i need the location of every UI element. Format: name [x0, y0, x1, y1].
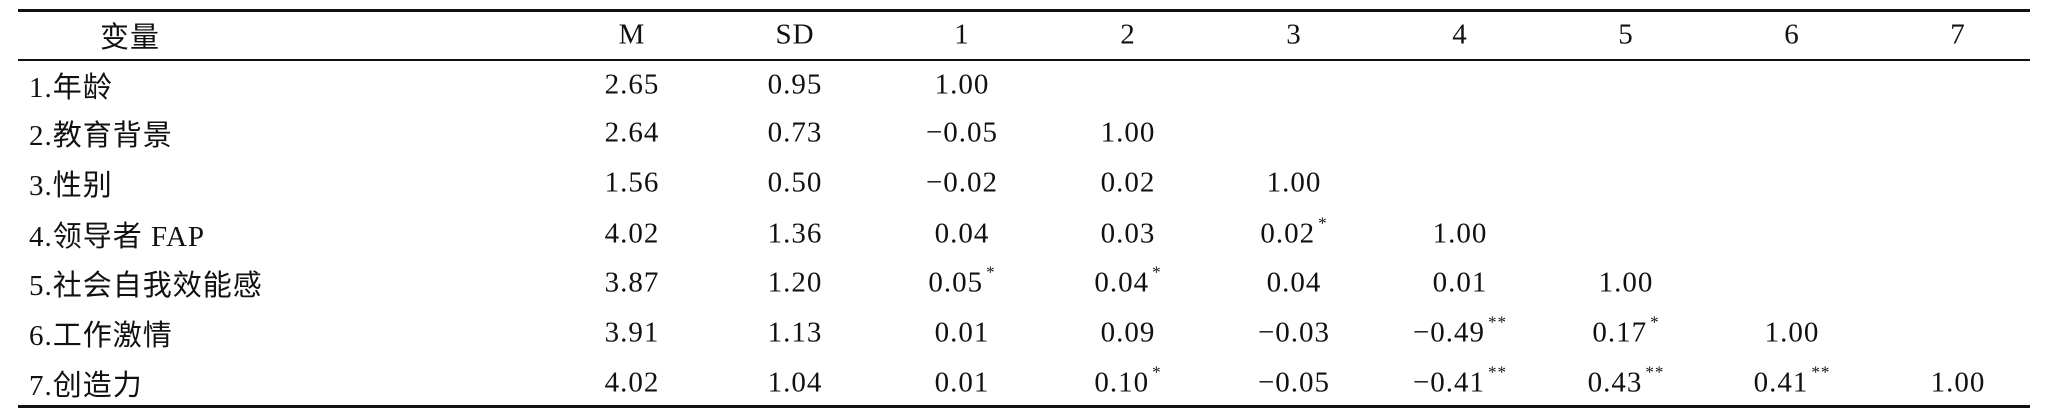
column-header: 1 — [954, 18, 970, 51]
table-cell: 0.05 * — [928, 263, 995, 300]
table-cell: 1.00 — [1598, 266, 1654, 299]
table-cell: 0.01 — [934, 366, 990, 399]
table-cell: −0.02 — [925, 166, 999, 199]
column-header: M — [618, 18, 646, 51]
cell-value: 0.05 — [928, 266, 984, 299]
column-header: SD — [775, 18, 815, 51]
significance: * — [1152, 262, 1162, 282]
table-cell: 1.00 — [934, 68, 990, 101]
table-cell: 1.36 — [767, 217, 823, 250]
header-rule — [18, 59, 2030, 61]
column-header: 3 — [1286, 18, 1302, 51]
table-cell: 0.04 * — [1094, 263, 1161, 300]
significance: ** — [1645, 362, 1665, 382]
row-label: 7.创造力 — [29, 370, 143, 402]
cell-value: 0.04 — [1094, 266, 1150, 299]
table-cell: 0.95 — [767, 68, 823, 101]
cell-value: 0.41 — [1753, 366, 1809, 399]
table-cell: 4.02 — [604, 366, 660, 399]
bottom-rule — [18, 405, 2030, 408]
top-rule — [18, 9, 2030, 12]
table-cell: −0.49 ** — [1412, 313, 1507, 350]
table-cell: 0.09 — [1100, 316, 1156, 349]
table-cell: 0.17 * — [1592, 313, 1659, 350]
table-cell: 0.01 — [1432, 266, 1488, 299]
table-cell: 1.00 — [1266, 166, 1322, 199]
column-header: 4 — [1452, 18, 1468, 51]
row-label: 4.领导者 FAP — [29, 221, 206, 253]
table-cell: −0.05 — [925, 116, 999, 149]
significance: * — [1152, 362, 1162, 382]
significance: ** — [1488, 312, 1508, 332]
row-label: 3.性别 — [29, 170, 113, 202]
column-header: 5 — [1618, 18, 1634, 51]
column-header: 7 — [1950, 18, 1966, 51]
table-cell: 2.64 — [604, 116, 660, 149]
table-cell: 3.91 — [604, 316, 660, 349]
table-cell: 1.00 — [1100, 116, 1156, 149]
cell-value: 0.10 — [1094, 366, 1150, 399]
row-label: 6.工作激情 — [29, 320, 173, 352]
significance: * — [1650, 312, 1660, 332]
table-cell: 0.02 — [1100, 166, 1156, 199]
table-cell: 1.00 — [1764, 316, 1820, 349]
table-cell: 0.43 ** — [1587, 363, 1665, 400]
table-cell: 4.02 — [604, 217, 660, 250]
table-cell: 1.00 — [1930, 366, 1986, 399]
column-header: 2 — [1120, 18, 1136, 51]
table-cell: 0.04 — [934, 217, 990, 250]
cell-value: −0.41 — [1412, 366, 1486, 399]
table-cell: 1.13 — [767, 316, 823, 349]
table-cell: 1.04 — [767, 366, 823, 399]
significance: * — [986, 262, 996, 282]
cell-value: 0.43 — [1587, 366, 1643, 399]
column-header: 变量 — [99, 22, 161, 54]
table-cell: 0.41 ** — [1753, 363, 1831, 400]
cell-value: 0.02 — [1260, 217, 1316, 250]
significance: ** — [1488, 362, 1508, 382]
table-cell: 0.50 — [767, 166, 823, 199]
table-cell: 0.04 — [1266, 266, 1322, 299]
table-cell: 2.65 — [604, 68, 660, 101]
table-cell: 0.03 — [1100, 217, 1156, 250]
cell-value: 0.17 — [1592, 316, 1648, 349]
table-cell: 1.00 — [1432, 217, 1488, 250]
row-label: 5.社会自我效能感 — [29, 270, 263, 302]
table-cell: 0.10 * — [1094, 363, 1161, 400]
table-cell: −0.41 ** — [1412, 363, 1507, 400]
table-cell: 3.87 — [604, 266, 660, 299]
row-label: 1.年龄 — [29, 72, 113, 104]
table-cell: 0.73 — [767, 116, 823, 149]
significance: ** — [1811, 362, 1831, 382]
significance: * — [1318, 213, 1328, 233]
table-cell: −0.05 — [1257, 366, 1331, 399]
table-cell: 1.56 — [604, 166, 660, 199]
row-label: 2.教育背景 — [29, 120, 173, 152]
table-cell: 0.01 — [934, 316, 990, 349]
table-cell: −0.03 — [1257, 316, 1331, 349]
table-cell: 0.02 * — [1260, 214, 1327, 251]
cell-value: −0.49 — [1412, 316, 1486, 349]
column-header: 6 — [1784, 18, 1800, 51]
table-cell: 1.20 — [767, 266, 823, 299]
